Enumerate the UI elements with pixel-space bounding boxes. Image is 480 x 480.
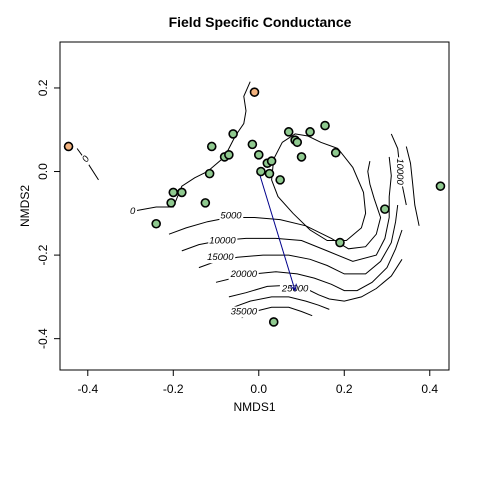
contour-line (271, 133, 367, 241)
contour-label: 10000 (209, 235, 236, 246)
point-layer (63, 87, 446, 327)
contour-label: 15000 (207, 252, 234, 263)
site-point (435, 181, 446, 191)
site-point (268, 317, 279, 327)
site-point (151, 218, 161, 229)
y-tick-label: 0.0 (36, 163, 50, 180)
y-tick-label: -0.2 (36, 244, 50, 265)
x-tick-label: 0.2 (336, 382, 353, 396)
x-tick-label: 0.0 (250, 382, 267, 396)
contour-layer: 005000100001500020000250003500010000 (76, 81, 420, 319)
contour-line (132, 81, 251, 212)
vector-layer (258, 171, 297, 292)
contour-label-bg (393, 157, 405, 187)
contour-label-bg (79, 152, 94, 166)
site-point (275, 175, 285, 185)
site-point (264, 168, 275, 179)
site-point (228, 129, 238, 139)
site-point (224, 150, 234, 160)
site-point (253, 150, 264, 160)
contour-line (405, 146, 420, 226)
contour-label-bg (129, 206, 138, 218)
site-point (283, 127, 294, 137)
site-point (166, 198, 176, 208)
contour-label: 10000 (394, 158, 405, 185)
site-point (380, 204, 390, 214)
site-point (256, 166, 266, 177)
site-point (168, 187, 179, 198)
outlier-site-point (63, 141, 74, 152)
site-point (305, 127, 315, 137)
contour-label-bg (219, 210, 244, 222)
site-point (335, 237, 345, 248)
contour-label: 5000 (220, 210, 242, 221)
x-axis: -0.4 -0.2 0.0 0.2 0.4 (77, 369, 438, 396)
y-tick-label: 0.2 (36, 79, 50, 96)
contour-label: 0 (80, 153, 92, 164)
contour-label: 35000 (231, 307, 258, 318)
site-point (320, 120, 330, 131)
contour-line (215, 229, 403, 292)
vector-line (258, 171, 296, 291)
site-point (247, 139, 258, 150)
contour-line (232, 296, 330, 310)
site-point (177, 187, 187, 198)
x-tick-label: 0.4 (421, 382, 438, 396)
site-point (330, 147, 341, 158)
y-axis: -0.4 -0.2 0.0 0.2 (36, 79, 61, 349)
contour-line (228, 259, 403, 302)
y-axis-label: NMDS2 (18, 185, 32, 227)
x-tick-label: -0.4 (77, 382, 98, 396)
contour-label-bg (229, 306, 259, 318)
contour-label-bg (206, 252, 236, 264)
site-point (204, 168, 215, 179)
vector-arrowhead (289, 283, 297, 292)
site-point (206, 141, 217, 152)
site-point (200, 198, 211, 208)
x-axis-label: NMDS1 (233, 400, 275, 414)
contour-label: 0 (130, 206, 136, 217)
contour-label-bg (208, 235, 238, 247)
site-point (296, 152, 307, 162)
site-point (292, 137, 303, 148)
x-tick-label: -0.2 (163, 382, 184, 396)
outlier-site-point (249, 87, 260, 97)
contour-line (168, 161, 382, 250)
contour-label-bg (228, 268, 259, 280)
y-tick-label: -0.4 (36, 328, 50, 349)
chart-title: Field Specific Conductance (169, 14, 352, 30)
contour-line (198, 204, 399, 275)
contour-label: 20000 (230, 269, 258, 280)
site-point (266, 156, 277, 166)
